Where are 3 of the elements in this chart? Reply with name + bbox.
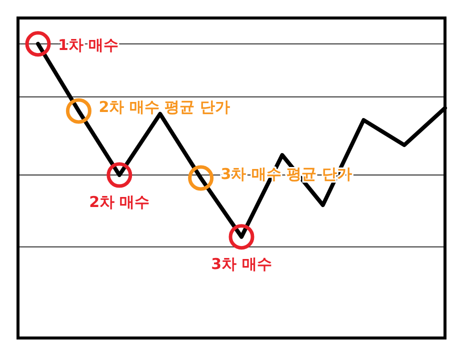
annotation: 2차 매수 평균 단가 [98,98,230,116]
annotation: 2차 매수 [89,193,150,212]
annotation: 3차 매수 [211,254,272,273]
